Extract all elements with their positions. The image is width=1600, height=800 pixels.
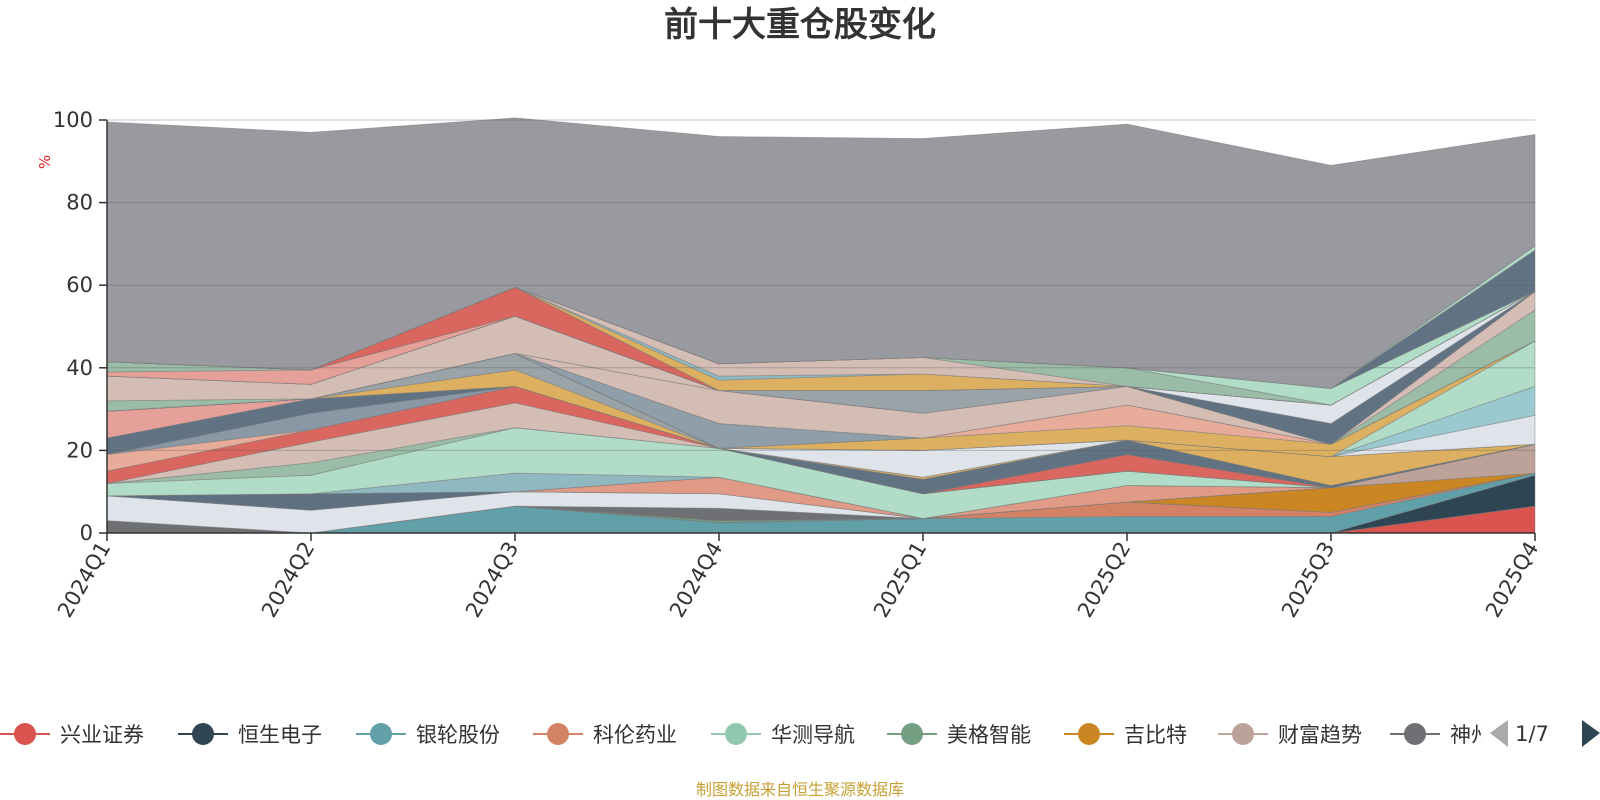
chart-title: 前十大重仓股变化: [664, 5, 936, 45]
legend-marker-icon: [1404, 723, 1426, 745]
legend-marker-icon: [547, 723, 569, 745]
legend-item[interactable]: 财富趋势: [1218, 723, 1362, 747]
legend-label: 银轮股份: [416, 723, 500, 747]
legend-page-indicator: 1/7: [1515, 722, 1549, 746]
legend-label: 神州泰岳: [1450, 723, 1534, 747]
legend-item[interactable]: 兴业证券: [0, 723, 144, 747]
legend-item[interactable]: 科伦药业: [533, 723, 677, 747]
legend-label: 财富趋势: [1278, 723, 1362, 747]
legend-item[interactable]: 华测导航: [711, 723, 855, 747]
legend-label: 兴业证券: [60, 723, 144, 747]
y-tick-label: 60: [66, 273, 93, 297]
y-axis-unit: %: [36, 155, 54, 169]
legend-marker-icon: [725, 723, 747, 745]
y-tick-label: 40: [66, 356, 93, 380]
legend-label: 吉比特: [1124, 723, 1187, 747]
x-tick-label: 2025Q4: [1481, 538, 1543, 622]
x-tick-label: 2025Q2: [1073, 538, 1135, 622]
y-tick-label: 100: [53, 108, 93, 132]
y-tick-label: 0: [80, 521, 93, 545]
series-area-47[interactable]: [106, 117, 1536, 389]
y-tick-label: 80: [66, 191, 93, 215]
legend-marker-icon: [370, 723, 392, 745]
legend-marker-icon: [192, 723, 214, 745]
gridlines: [107, 119, 1535, 451]
series-areas: [106, 117, 1536, 534]
x-tick-label: 2024Q3: [461, 538, 523, 622]
legend-label: 美格智能: [947, 723, 1031, 747]
legend-marker-icon: [1232, 723, 1254, 745]
x-axis: 2024Q1 2024Q2 2024Q3 2024Q4 2025Q1 2025Q2 2025…: [53, 532, 1543, 622]
legend-label: 科伦药业: [593, 723, 677, 747]
legend-item[interactable]: 银轮股份: [356, 723, 500, 747]
legend-prev-icon[interactable]: [1490, 720, 1508, 747]
y-axis: 0 20 40 60 80 100: [53, 108, 108, 545]
legend-marker-icon: [901, 723, 923, 745]
legend-item[interactable]: 吉比特: [1064, 723, 1187, 747]
legend-next-icon[interactable]: [1582, 720, 1600, 747]
legend-item[interactable]: 神州泰岳: [1390, 723, 1534, 747]
x-tick-label: 2025Q1: [869, 538, 931, 622]
data-source-note: 制图数据来自恒生聚源数据库: [696, 780, 904, 799]
legend-marker-icon: [14, 723, 36, 745]
legend-marker-icon: [1078, 723, 1100, 745]
legend-items: 兴业证券 恒生电子 银轮股份 科伦药业 华测导航 美格智能 吉比特 财富趋势 神州泰岳: [0, 723, 1534, 747]
y-tick-label: 20: [66, 438, 93, 462]
legend-label: 恒生电子: [238, 723, 322, 747]
x-tick-label: 2024Q1: [53, 538, 115, 622]
legend-label: 华测导航: [771, 723, 855, 747]
legend-item[interactable]: 美格智能: [887, 723, 1031, 747]
legend: 兴业证券 恒生电子 银轮股份 科伦药业 华测导航 美格智能 吉比特 财富趋势 神州泰岳: [0, 723, 1534, 747]
x-tick-label: 2024Q2: [257, 538, 319, 622]
x-tick-label: 2025Q3: [1277, 538, 1339, 622]
legend-pager: 1/7: [1490, 720, 1600, 747]
x-tick-label: 2024Q4: [665, 538, 727, 622]
legend-item[interactable]: 恒生电子: [178, 723, 322, 747]
